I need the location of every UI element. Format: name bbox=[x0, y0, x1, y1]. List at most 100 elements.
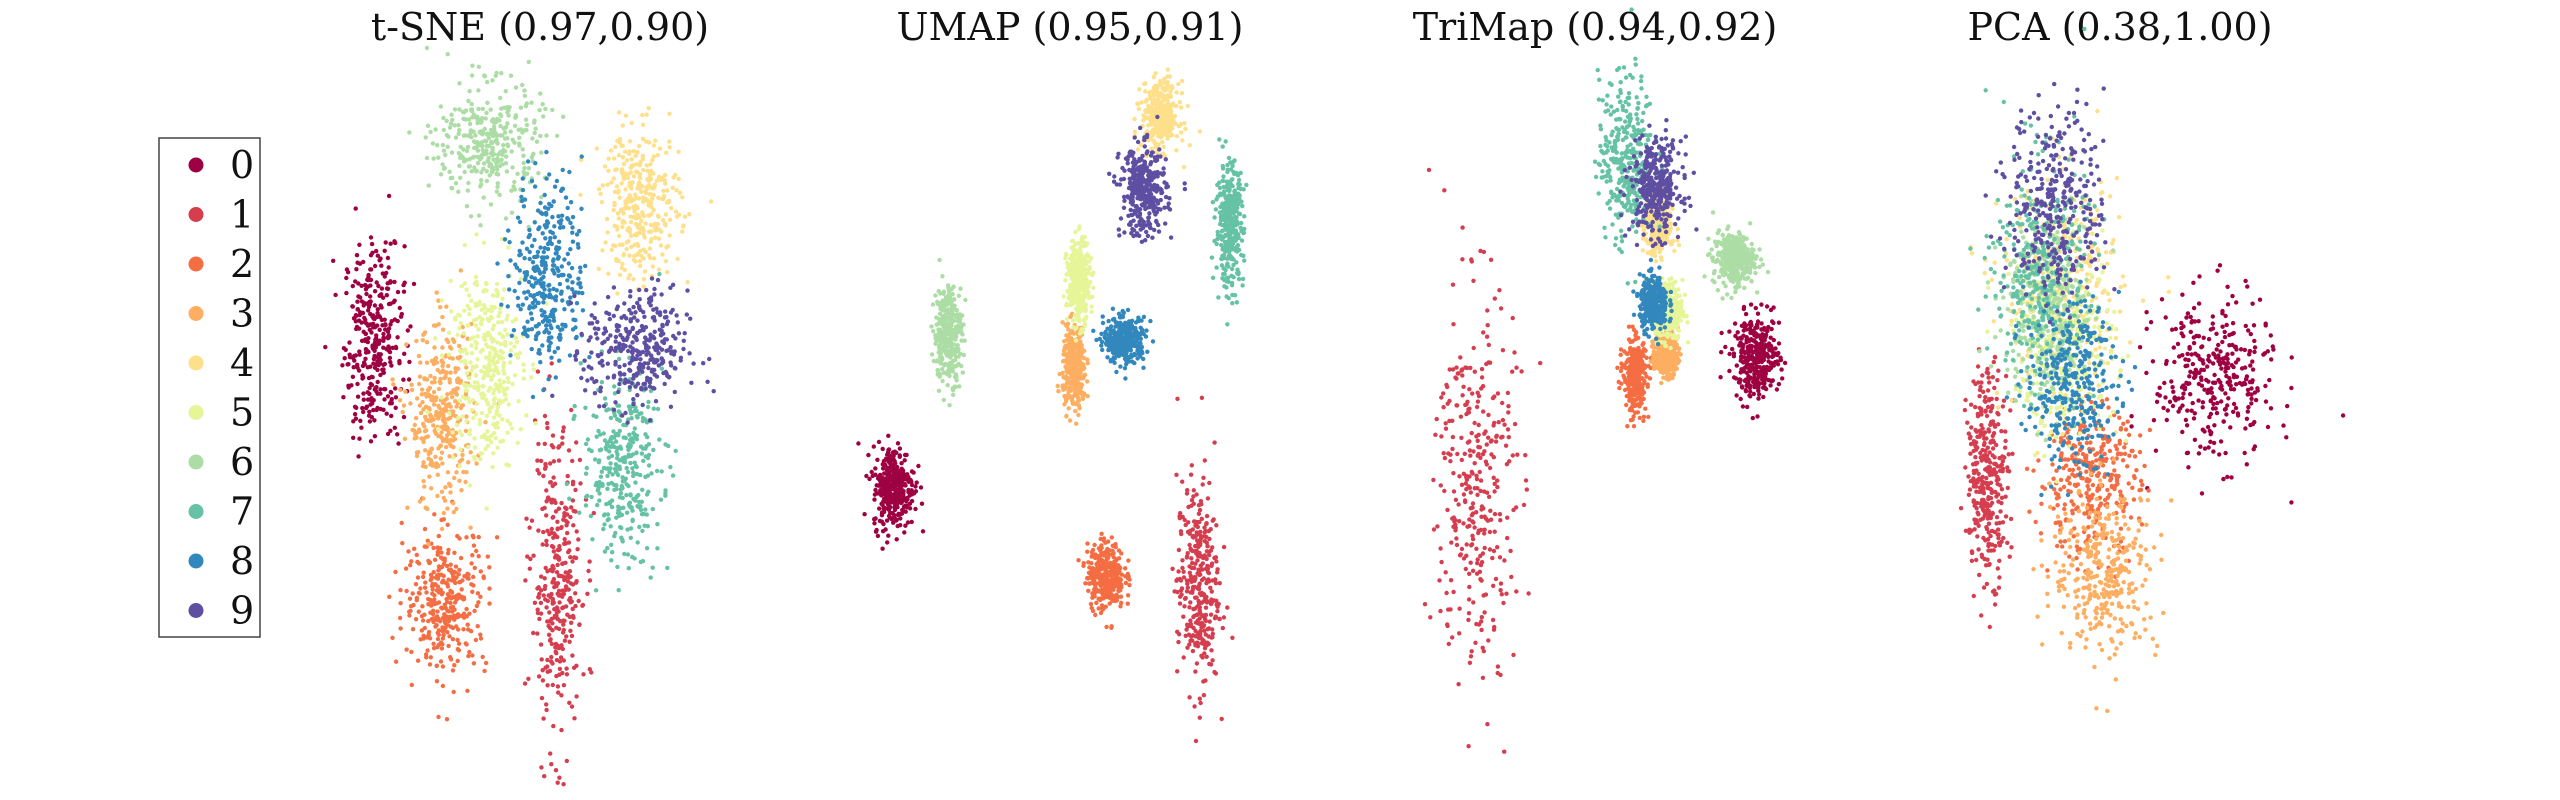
point bbox=[1074, 352, 1080, 358]
point bbox=[672, 365, 677, 371]
point bbox=[430, 380, 435, 385]
point bbox=[510, 319, 515, 324]
point bbox=[643, 190, 649, 196]
point bbox=[635, 212, 640, 217]
point bbox=[682, 214, 688, 219]
point bbox=[451, 510, 456, 515]
point bbox=[560, 327, 565, 332]
point bbox=[502, 371, 507, 376]
point bbox=[895, 523, 900, 529]
point bbox=[453, 580, 458, 586]
point bbox=[639, 387, 644, 392]
point bbox=[573, 353, 578, 359]
point bbox=[483, 420, 488, 425]
point bbox=[572, 413, 577, 419]
point bbox=[612, 391, 618, 396]
point bbox=[552, 184, 558, 189]
point bbox=[1208, 527, 1213, 532]
point bbox=[1182, 596, 1188, 601]
point bbox=[356, 454, 361, 459]
point bbox=[445, 144, 450, 149]
point bbox=[458, 555, 464, 561]
point bbox=[532, 220, 537, 225]
point bbox=[381, 331, 386, 337]
point bbox=[368, 402, 373, 407]
point bbox=[646, 399, 651, 405]
point bbox=[1178, 588, 1184, 593]
point bbox=[526, 234, 531, 240]
point bbox=[401, 282, 406, 288]
point bbox=[487, 358, 492, 363]
point bbox=[586, 568, 591, 574]
point bbox=[616, 588, 621, 593]
point bbox=[1099, 590, 1104, 595]
point bbox=[549, 361, 554, 366]
point bbox=[535, 300, 540, 305]
point bbox=[438, 456, 443, 461]
point bbox=[548, 637, 553, 642]
point bbox=[648, 303, 653, 308]
point bbox=[422, 429, 428, 434]
point bbox=[471, 454, 477, 460]
point bbox=[646, 489, 651, 494]
point bbox=[374, 248, 379, 254]
point bbox=[487, 586, 492, 591]
point bbox=[1193, 519, 1198, 524]
point bbox=[503, 125, 509, 130]
point bbox=[424, 340, 430, 345]
point bbox=[569, 633, 575, 639]
point bbox=[561, 605, 566, 610]
point bbox=[1175, 669, 1180, 674]
point bbox=[465, 688, 470, 693]
point bbox=[522, 290, 527, 295]
point bbox=[1182, 604, 1187, 609]
point bbox=[457, 478, 462, 483]
point bbox=[628, 289, 633, 294]
point bbox=[388, 241, 393, 246]
point bbox=[613, 167, 618, 173]
point bbox=[1202, 554, 1208, 559]
point bbox=[643, 386, 648, 391]
point bbox=[1190, 534, 1195, 539]
point bbox=[593, 588, 599, 593]
point bbox=[664, 245, 669, 250]
point bbox=[640, 528, 645, 534]
point bbox=[462, 574, 467, 579]
point bbox=[436, 155, 441, 160]
point bbox=[501, 389, 506, 394]
point bbox=[470, 653, 475, 658]
point bbox=[605, 473, 610, 479]
point bbox=[466, 444, 471, 450]
point bbox=[613, 144, 618, 150]
point bbox=[561, 425, 566, 430]
point bbox=[535, 610, 541, 616]
point bbox=[518, 105, 524, 110]
point bbox=[682, 331, 687, 336]
point bbox=[457, 343, 462, 349]
point bbox=[862, 512, 867, 517]
point bbox=[623, 410, 628, 416]
point bbox=[602, 396, 608, 401]
point bbox=[456, 189, 461, 194]
point bbox=[440, 417, 445, 422]
point bbox=[521, 362, 526, 367]
point bbox=[389, 397, 394, 402]
point bbox=[875, 533, 881, 539]
point bbox=[540, 313, 545, 318]
point bbox=[587, 321, 592, 326]
point bbox=[544, 605, 549, 610]
point bbox=[431, 545, 436, 551]
point bbox=[594, 146, 599, 151]
point bbox=[636, 492, 641, 498]
point bbox=[646, 106, 651, 111]
point bbox=[1200, 482, 1205, 487]
point bbox=[561, 683, 567, 688]
point bbox=[457, 463, 463, 469]
point bbox=[628, 460, 633, 466]
point bbox=[420, 574, 426, 580]
point bbox=[388, 428, 393, 433]
point bbox=[464, 351, 469, 356]
point bbox=[466, 460, 471, 465]
point bbox=[595, 336, 600, 341]
point bbox=[639, 451, 645, 456]
